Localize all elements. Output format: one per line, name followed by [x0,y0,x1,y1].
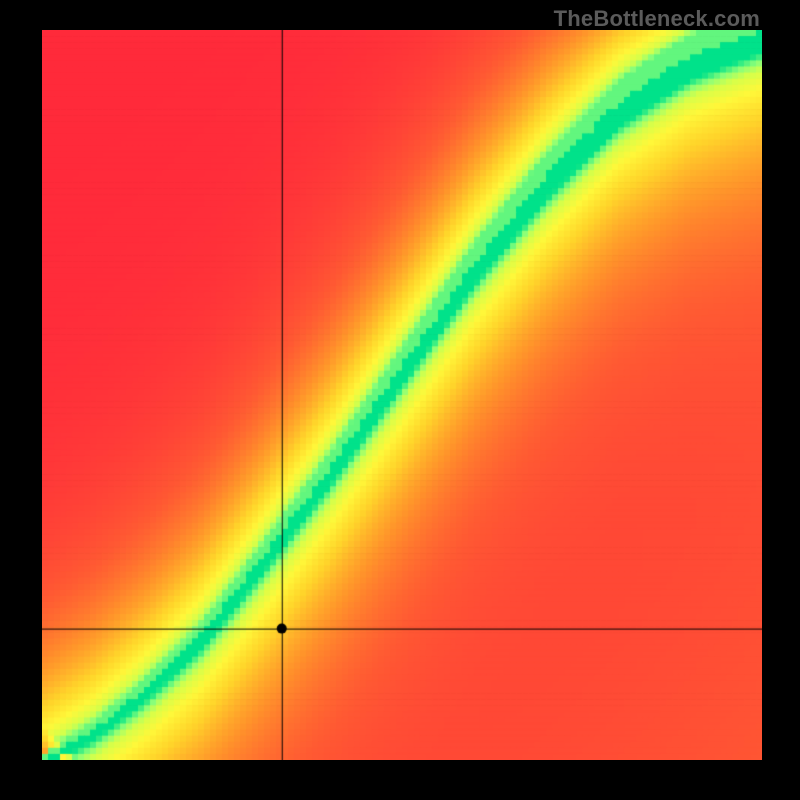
watermark-text: TheBottleneck.com [554,6,760,32]
bottleneck-heatmap [42,30,762,760]
